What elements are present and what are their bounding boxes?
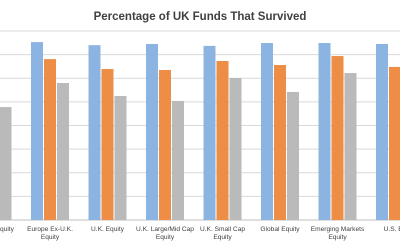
bar	[172, 100, 184, 220]
bar	[376, 43, 388, 221]
bar	[274, 65, 286, 221]
x-tick-label-box: U.K. Large/Mid Cap Equity	[136, 226, 194, 242]
bar	[389, 66, 400, 220]
x-tick-label: Global Equity	[260, 226, 300, 233]
x-tick-label: U.K. Large/Mid Cap Equity	[136, 226, 194, 242]
x-tick-label: Europe Ex-U.K. Equity	[27, 226, 73, 242]
x-tick-label: U.S. Eq	[383, 226, 400, 233]
chart-title: Percentage of UK Funds That Survived	[94, 11, 307, 23]
x-tick-label: U.K. Small Cap Equity	[199, 226, 246, 242]
bar	[31, 42, 43, 221]
x-tick-label: U.K. Equity	[91, 226, 124, 233]
bar	[114, 95, 127, 220]
bar	[287, 91, 299, 220]
x-tick-label-box: U.S. Eq	[383, 226, 400, 233]
x-tick-label-box: Global Equity	[260, 226, 300, 233]
x-tick-label-box: U.K. Small Cap Equity	[199, 226, 246, 242]
bar	[88, 45, 101, 220]
bar	[229, 78, 242, 220]
bar	[57, 82, 69, 220]
x-tick-label-box: Europe Ex-U.K. Equity	[27, 226, 73, 242]
bar	[203, 45, 216, 220]
x-tick-label-box: Emerging Markets Equity	[310, 226, 365, 242]
bar	[44, 59, 56, 220]
bar	[216, 61, 229, 220]
bar	[344, 73, 357, 221]
bar	[0, 107, 12, 220]
bar	[331, 56, 344, 221]
bar	[159, 69, 171, 220]
bar	[146, 43, 158, 221]
bar	[101, 69, 114, 220]
bar	[261, 43, 273, 220]
x-tick-label-box: U.K. Equity	[91, 226, 124, 233]
x-tick-label: quity	[0, 226, 14, 233]
bar	[318, 43, 331, 220]
x-tick-label: Emerging Markets Equity	[310, 226, 365, 242]
x-tick-label-box: quity	[0, 226, 14, 233]
